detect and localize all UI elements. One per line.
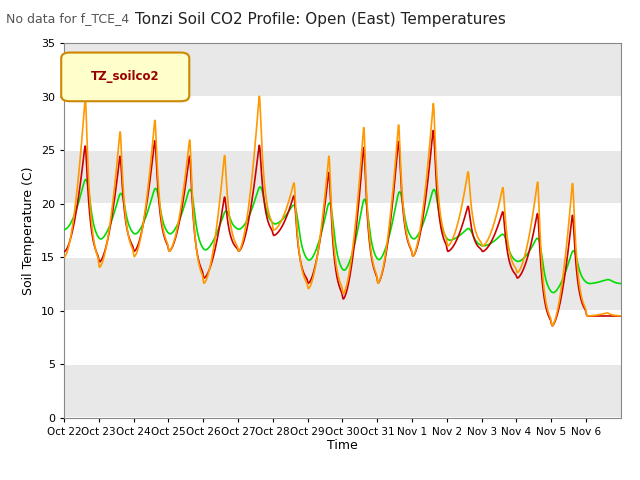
Text: Tonzi Soil CO2 Profile: Open (East) Temperatures: Tonzi Soil CO2 Profile: Open (East) Temp…	[134, 12, 506, 27]
Bar	[64, 364, 621, 418]
Bar	[64, 43, 621, 96]
Bar	[64, 257, 621, 311]
FancyBboxPatch shape	[61, 53, 189, 101]
Text: No data for f_TCE_4: No data for f_TCE_4	[6, 12, 129, 25]
Text: TZ_soilco2: TZ_soilco2	[91, 71, 159, 84]
Bar	[64, 150, 621, 204]
X-axis label: Time: Time	[327, 439, 358, 453]
Y-axis label: Soil Temperature (C): Soil Temperature (C)	[22, 166, 35, 295]
